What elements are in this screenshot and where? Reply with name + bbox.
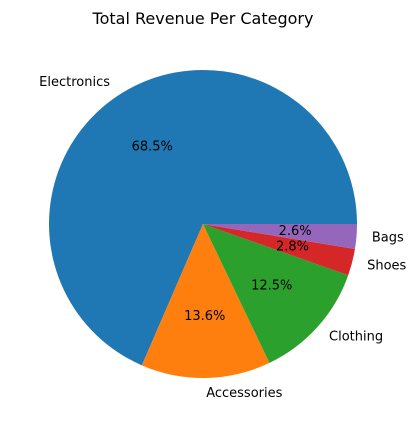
category-label-shoes: Shoes bbox=[367, 259, 406, 274]
category-label-bags: Bags bbox=[372, 230, 404, 245]
category-label-accessories: Accessories bbox=[206, 386, 282, 401]
category-label-electronics: Electronics bbox=[39, 75, 110, 90]
percent-label-electronics: 68.5% bbox=[132, 139, 173, 154]
percent-label-bags: 2.6% bbox=[279, 224, 312, 239]
chart-title: Total Revenue Per Category bbox=[92, 9, 314, 28]
percent-label-accessories: 13.6% bbox=[184, 309, 225, 324]
category-label-clothing: Clothing bbox=[329, 330, 383, 345]
percent-label-shoes: 2.8% bbox=[276, 239, 309, 254]
percent-label-clothing: 12.5% bbox=[251, 278, 292, 293]
